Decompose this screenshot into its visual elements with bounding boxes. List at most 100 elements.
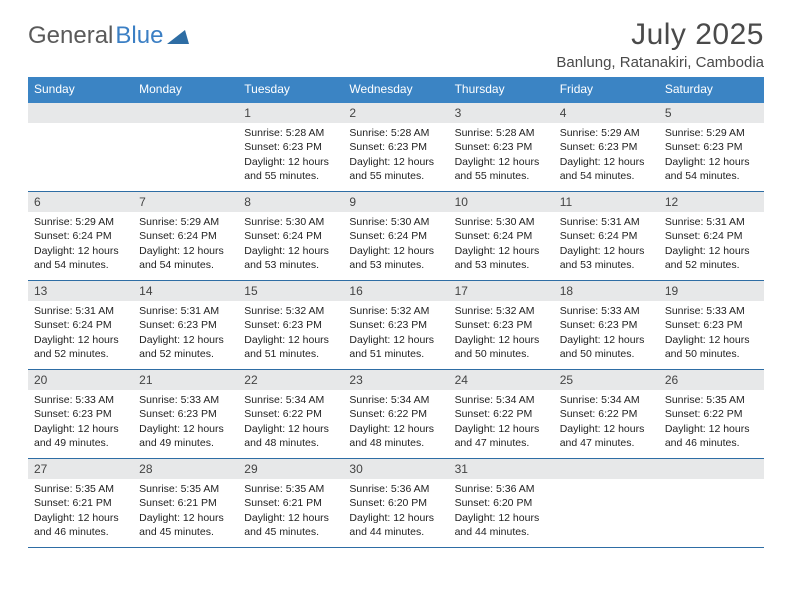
day-cell: 7Sunrise: 5:29 AMSunset: 6:24 PMDaylight… — [133, 192, 238, 280]
sunset-text: Sunset: 6:20 PM — [455, 496, 548, 510]
day-cell: 24Sunrise: 5:34 AMSunset: 6:22 PMDayligh… — [449, 370, 554, 458]
sunset-text: Sunset: 6:23 PM — [455, 318, 548, 332]
day-content: Sunrise: 5:31 AMSunset: 6:23 PMDaylight:… — [133, 301, 238, 367]
sunrise-text: Sunrise: 5:31 AM — [34, 304, 127, 318]
day-cell: 29Sunrise: 5:35 AMSunset: 6:21 PMDayligh… — [238, 459, 343, 547]
day-number: 29 — [238, 459, 343, 479]
day-content: Sunrise: 5:34 AMSunset: 6:22 PMDaylight:… — [343, 390, 448, 456]
day-number: 15 — [238, 281, 343, 301]
day-content: Sunrise: 5:32 AMSunset: 6:23 PMDaylight:… — [343, 301, 448, 367]
sunrise-text: Sunrise: 5:29 AM — [560, 126, 653, 140]
daylight-text: Daylight: 12 hours and 53 minutes. — [349, 244, 442, 272]
day-content: Sunrise: 5:34 AMSunset: 6:22 PMDaylight:… — [238, 390, 343, 456]
day-number: 18 — [554, 281, 659, 301]
daylight-text: Daylight: 12 hours and 46 minutes. — [34, 511, 127, 539]
day-cell: 3Sunrise: 5:28 AMSunset: 6:23 PMDaylight… — [449, 103, 554, 191]
sunset-text: Sunset: 6:24 PM — [139, 229, 232, 243]
day-content — [659, 479, 764, 543]
day-content: Sunrise: 5:30 AMSunset: 6:24 PMDaylight:… — [449, 212, 554, 278]
sunrise-text: Sunrise: 5:36 AM — [455, 482, 548, 496]
calendar-week: 20Sunrise: 5:33 AMSunset: 6:23 PMDayligh… — [28, 370, 764, 459]
calendar: Sunday Monday Tuesday Wednesday Thursday… — [28, 77, 764, 548]
sunset-text: Sunset: 6:23 PM — [244, 140, 337, 154]
day-content: Sunrise: 5:29 AMSunset: 6:24 PMDaylight:… — [133, 212, 238, 278]
day-cell: 26Sunrise: 5:35 AMSunset: 6:22 PMDayligh… — [659, 370, 764, 458]
logo: GeneralBlue — [28, 18, 189, 50]
sunset-text: Sunset: 6:24 PM — [560, 229, 653, 243]
daylight-text: Daylight: 12 hours and 51 minutes. — [244, 333, 337, 361]
day-cell: 17Sunrise: 5:32 AMSunset: 6:23 PMDayligh… — [449, 281, 554, 369]
sunrise-text: Sunrise: 5:28 AM — [244, 126, 337, 140]
day-content: Sunrise: 5:31 AMSunset: 6:24 PMDaylight:… — [554, 212, 659, 278]
calendar-body: 1Sunrise: 5:28 AMSunset: 6:23 PMDaylight… — [28, 101, 764, 548]
day-number: 20 — [28, 370, 133, 390]
logo-triangle-icon — [167, 28, 189, 44]
calendar-week: 6Sunrise: 5:29 AMSunset: 6:24 PMDaylight… — [28, 192, 764, 281]
sunrise-text: Sunrise: 5:35 AM — [244, 482, 337, 496]
sunset-text: Sunset: 6:23 PM — [34, 407, 127, 421]
day-cell: 23Sunrise: 5:34 AMSunset: 6:22 PMDayligh… — [343, 370, 448, 458]
sunrise-text: Sunrise: 5:28 AM — [349, 126, 442, 140]
day-cell: 8Sunrise: 5:30 AMSunset: 6:24 PMDaylight… — [238, 192, 343, 280]
sunrise-text: Sunrise: 5:31 AM — [560, 215, 653, 229]
header: GeneralBlue July 2025 Banlung, Ratanakir… — [28, 18, 764, 71]
sunset-text: Sunset: 6:23 PM — [349, 140, 442, 154]
daylight-text: Daylight: 12 hours and 44 minutes. — [455, 511, 548, 539]
weekday-fri: Friday — [554, 77, 659, 101]
day-content: Sunrise: 5:33 AMSunset: 6:23 PMDaylight:… — [133, 390, 238, 456]
daylight-text: Daylight: 12 hours and 52 minutes. — [139, 333, 232, 361]
day-cell: 27Sunrise: 5:35 AMSunset: 6:21 PMDayligh… — [28, 459, 133, 547]
day-number: 6 — [28, 192, 133, 212]
sunset-text: Sunset: 6:24 PM — [244, 229, 337, 243]
day-cell: 30Sunrise: 5:36 AMSunset: 6:20 PMDayligh… — [343, 459, 448, 547]
weekday-sat: Saturday — [659, 77, 764, 101]
sunset-text: Sunset: 6:24 PM — [665, 229, 758, 243]
sunset-text: Sunset: 6:24 PM — [455, 229, 548, 243]
day-number: 11 — [554, 192, 659, 212]
day-number — [554, 459, 659, 479]
calendar-week: 13Sunrise: 5:31 AMSunset: 6:24 PMDayligh… — [28, 281, 764, 370]
daylight-text: Daylight: 12 hours and 45 minutes. — [139, 511, 232, 539]
sunrise-text: Sunrise: 5:29 AM — [139, 215, 232, 229]
sunset-text: Sunset: 6:23 PM — [349, 318, 442, 332]
day-content: Sunrise: 5:31 AMSunset: 6:24 PMDaylight:… — [659, 212, 764, 278]
daylight-text: Daylight: 12 hours and 55 minutes. — [244, 155, 337, 183]
day-number: 5 — [659, 103, 764, 123]
sunrise-text: Sunrise: 5:35 AM — [665, 393, 758, 407]
daylight-text: Daylight: 12 hours and 53 minutes. — [455, 244, 548, 272]
day-content: Sunrise: 5:34 AMSunset: 6:22 PMDaylight:… — [554, 390, 659, 456]
sunset-text: Sunset: 6:22 PM — [665, 407, 758, 421]
daylight-text: Daylight: 12 hours and 47 minutes. — [455, 422, 548, 450]
day-content: Sunrise: 5:30 AMSunset: 6:24 PMDaylight:… — [238, 212, 343, 278]
day-number: 22 — [238, 370, 343, 390]
day-number: 14 — [133, 281, 238, 301]
daylight-text: Daylight: 12 hours and 53 minutes. — [244, 244, 337, 272]
daylight-text: Daylight: 12 hours and 47 minutes. — [560, 422, 653, 450]
day-number: 31 — [449, 459, 554, 479]
weekday-mon: Monday — [133, 77, 238, 101]
sunset-text: Sunset: 6:22 PM — [349, 407, 442, 421]
sunset-text: Sunset: 6:24 PM — [34, 229, 127, 243]
sunrise-text: Sunrise: 5:32 AM — [349, 304, 442, 318]
day-number: 9 — [343, 192, 448, 212]
calendar-weekday-header: Sunday Monday Tuesday Wednesday Thursday… — [28, 77, 764, 101]
day-content: Sunrise: 5:32 AMSunset: 6:23 PMDaylight:… — [238, 301, 343, 367]
daylight-text: Daylight: 12 hours and 54 minutes. — [665, 155, 758, 183]
sunset-text: Sunset: 6:22 PM — [560, 407, 653, 421]
day-cell: 11Sunrise: 5:31 AMSunset: 6:24 PMDayligh… — [554, 192, 659, 280]
day-content — [133, 123, 238, 187]
day-content — [28, 123, 133, 187]
day-cell: 16Sunrise: 5:32 AMSunset: 6:23 PMDayligh… — [343, 281, 448, 369]
day-number: 8 — [238, 192, 343, 212]
sunrise-text: Sunrise: 5:35 AM — [139, 482, 232, 496]
day-number: 3 — [449, 103, 554, 123]
page-root: GeneralBlue July 2025 Banlung, Ratanakir… — [0, 0, 792, 566]
sunrise-text: Sunrise: 5:34 AM — [349, 393, 442, 407]
day-cell: 21Sunrise: 5:33 AMSunset: 6:23 PMDayligh… — [133, 370, 238, 458]
sunset-text: Sunset: 6:21 PM — [139, 496, 232, 510]
daylight-text: Daylight: 12 hours and 50 minutes. — [560, 333, 653, 361]
daylight-text: Daylight: 12 hours and 46 minutes. — [665, 422, 758, 450]
sunset-text: Sunset: 6:23 PM — [455, 140, 548, 154]
daylight-text: Daylight: 12 hours and 50 minutes. — [665, 333, 758, 361]
daylight-text: Daylight: 12 hours and 52 minutes. — [665, 244, 758, 272]
